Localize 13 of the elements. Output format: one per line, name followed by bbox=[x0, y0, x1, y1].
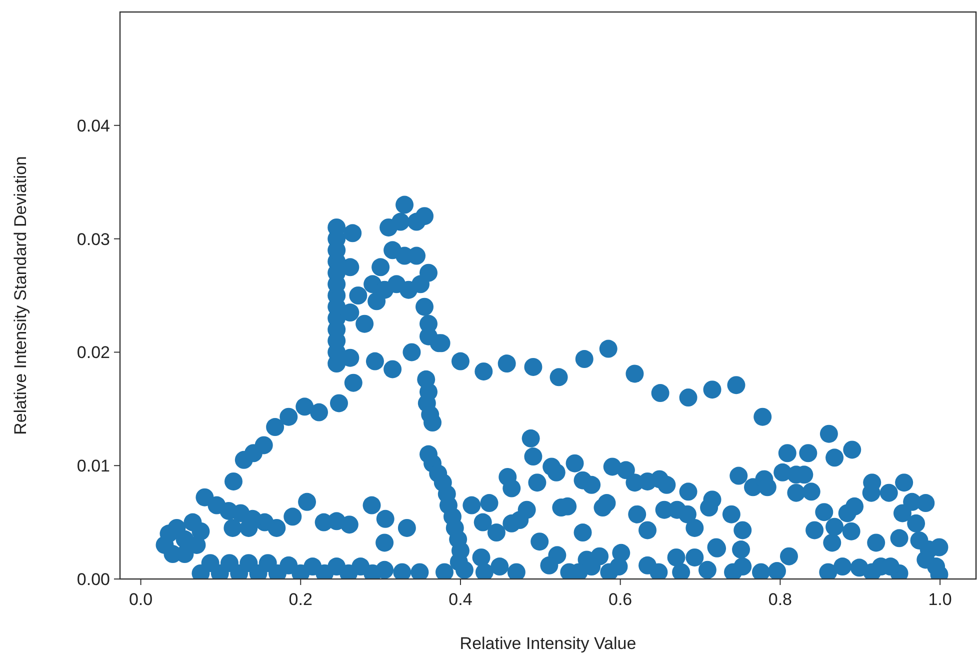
y-tick-label: 0.04 bbox=[76, 116, 110, 136]
x-tick-label: 0.2 bbox=[288, 590, 312, 609]
x-tick-label: 0.0 bbox=[128, 590, 153, 609]
x-tick-label: 1.0 bbox=[928, 590, 952, 609]
y-tick-label: 0.03 bbox=[76, 230, 110, 249]
y-axis-title: Relative Intensity Standard Deviation bbox=[11, 156, 30, 435]
x-tick-label: 0.4 bbox=[448, 590, 472, 609]
y-tick-label: 0.01 bbox=[76, 456, 110, 476]
y-tick-label: 0.00 bbox=[76, 570, 110, 589]
x-axis-title: Relative Intensity Value bbox=[460, 634, 636, 653]
y-tick-label: 0.02 bbox=[76, 343, 110, 362]
x-tick-label: 0.8 bbox=[768, 590, 792, 609]
x-tick-label: 0.6 bbox=[608, 590, 632, 609]
